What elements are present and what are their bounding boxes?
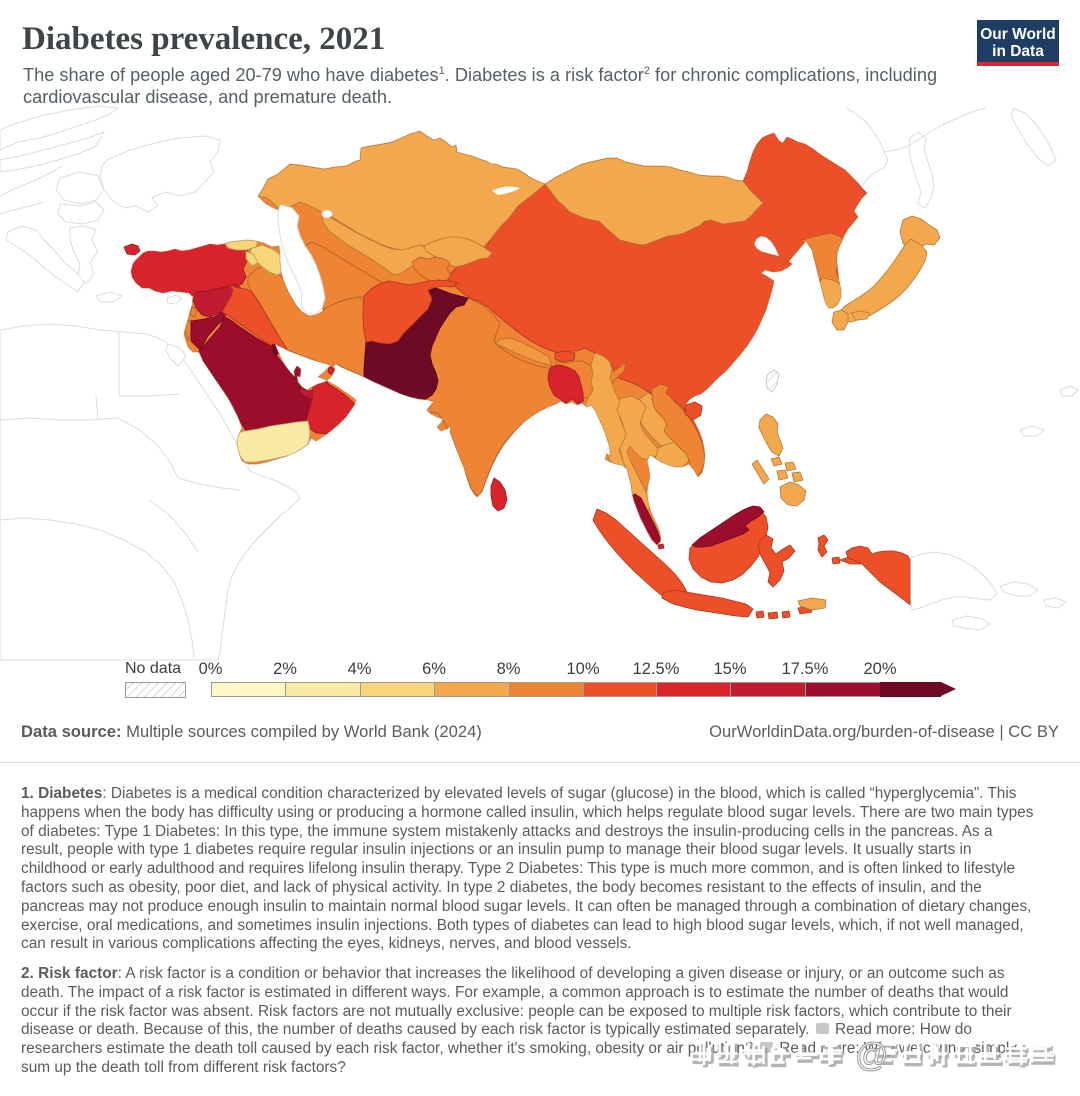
svg-text:@: @ — [855, 1036, 889, 1073]
